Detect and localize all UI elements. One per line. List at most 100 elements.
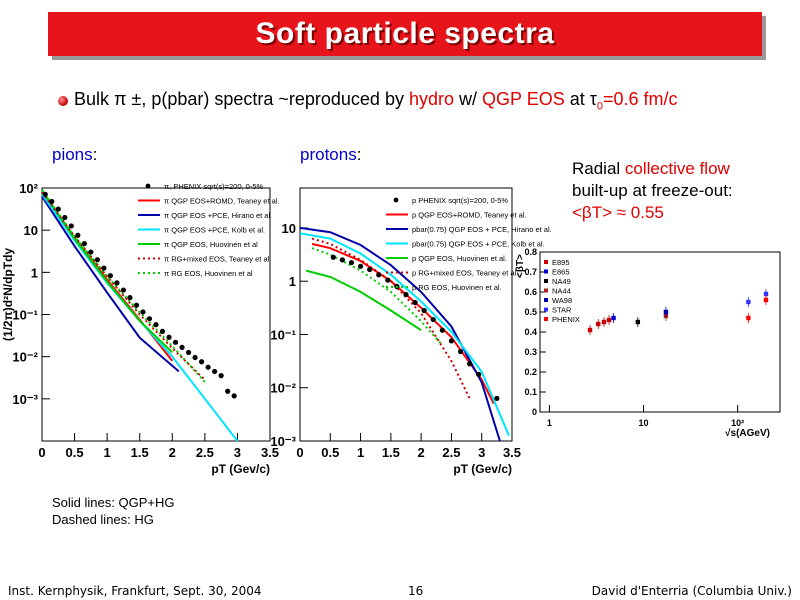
- radial-flow-data-point: [635, 319, 641, 325]
- radial-flow-y-tick-label: 0.5: [524, 307, 537, 317]
- protons-x-axis-label: pT (Gev/c): [453, 462, 512, 476]
- pions-data-point: [120, 287, 127, 293]
- protons-label: protons:: [300, 145, 362, 164]
- pions-data-point: [75, 232, 81, 238]
- protons-data-point: [348, 259, 355, 266]
- pions-x-tick-label: 3.5: [261, 445, 279, 460]
- radial-flow-data-point: [606, 317, 612, 323]
- protons-data-point: [476, 371, 482, 378]
- pions-data-point: [159, 328, 166, 334]
- protons-data-point: [412, 299, 418, 306]
- radial-flow-data-point: [746, 315, 751, 321]
- protons-data-point: [430, 316, 436, 323]
- radial-flow-y-tick-label: 0.4: [524, 327, 537, 337]
- pions-legend-marker: [145, 183, 151, 189]
- pions-x-tick-label: 2.5: [196, 445, 214, 460]
- slide-title: Soft particle spectra: [255, 17, 555, 50]
- protons-data-point: [421, 307, 427, 314]
- pions-data-point: [153, 322, 159, 328]
- pions-legend-label: π QGP EOS, Huovinen et al: [164, 240, 258, 249]
- headline-sub: 0: [596, 100, 603, 113]
- protons-data-point: [339, 257, 345, 263]
- pions-legend-label: π QGP EOS +PCE, Hirano et al: [164, 211, 270, 220]
- protons-legend-label: p PHENIX sqrt(s)=200, 0-5%: [412, 196, 508, 205]
- pions-data-point: [62, 214, 68, 221]
- protons-data-point: [457, 348, 464, 355]
- protons-data-point: [467, 361, 473, 367]
- footer-author: David d'Enterria (Columbia Univ.): [591, 584, 792, 598]
- radial-flow-data-point: [596, 321, 601, 327]
- radial-flow-legend-label: STAR: [552, 306, 572, 315]
- protons-x-tick-label: 1: [357, 445, 364, 460]
- pions-legend-label: π QGP EOS+ROMD, Teaney et al.: [164, 197, 280, 206]
- radial-flow-legend-marker: [544, 298, 548, 302]
- pions-data-point: [212, 368, 218, 375]
- protons-legend-marker: [393, 197, 399, 203]
- radial-flow-legend-marker: [544, 307, 548, 312]
- bullet-icon: [58, 96, 68, 106]
- protons-legend-label: pbar(0.75) QGP EOS + PCE, Kolb et al.: [412, 240, 545, 249]
- headline: Bulk π ±, p(pbar) spectra ~reproduced by…: [74, 89, 678, 113]
- pions-x-tick-label: 3: [234, 445, 241, 460]
- pions-data-point: [179, 344, 185, 350]
- headline-part3: at τ: [564, 89, 597, 109]
- pions-data-point: [81, 241, 87, 247]
- protons-legend-label: p RG+mixed EOS, Teaney et al.: [412, 269, 518, 278]
- radial-flow-x-tick-label: 10: [639, 418, 649, 428]
- protons-legend-label: p QGP EOS, Huovinen et al.: [412, 254, 507, 263]
- protons-data-point: [439, 327, 445, 333]
- radial-flow-data-point: [663, 309, 669, 315]
- protons-legend-label: p RG EOS, Huovinen et al.: [412, 283, 502, 292]
- radial-flow-x-tick-label: 10²: [731, 418, 744, 428]
- pions-legend-label: π RG EOS, Huovinen et al: [164, 269, 253, 278]
- pions-curve: [41, 191, 206, 381]
- pions-data-point: [146, 316, 153, 322]
- protons-data-point: [448, 338, 455, 344]
- pions-y-tick-label: 10²: [19, 181, 38, 196]
- radial-flow-legend-label: E865: [552, 268, 570, 277]
- pions-data-point: [192, 354, 198, 361]
- protons-legend-label: pbar(0.75) QGP EOS + PCE, Hirano et al.: [412, 225, 552, 234]
- radial-flow-legend-marker: [544, 269, 548, 274]
- note-dashed: Dashed lines: HG: [52, 512, 154, 527]
- radial-flow-legend-marker: [544, 288, 548, 293]
- protons-legend: p PHENIX sqrt(s)=200, 0-5% p QGP EOS+ROMD…: [386, 196, 552, 292]
- protons-y-tick-label: 1: [289, 274, 296, 289]
- pions-data-point: [225, 388, 231, 394]
- radial-flow-y-tick-label: 0.7: [524, 267, 537, 277]
- note-solid: Solid lines: QGP+HG: [52, 495, 175, 510]
- protons-x-tick-label: 3.5: [503, 445, 521, 460]
- pions-label: pions:: [52, 145, 98, 164]
- headline-part4: =0.6 fm/c: [602, 89, 678, 109]
- pions-data-point: [205, 364, 211, 370]
- pions-x-tick-label: 1: [104, 445, 111, 460]
- pions-data-point: [114, 280, 120, 286]
- protons-data-point: [385, 277, 391, 283]
- pions-y-tick-label: 10⁻³: [12, 392, 38, 407]
- pions-legend-label: π, PHENIX sqrt(s)=200, 0-5%: [164, 182, 263, 191]
- protons-data-point: [403, 291, 409, 298]
- protons-data-point: [330, 254, 336, 260]
- radial-flow-y-tick-label: 0.6: [524, 287, 537, 297]
- pions-curve: [41, 189, 173, 354]
- radial-flow-data-point: [763, 297, 769, 303]
- pions-legend: π, PHENIX sqrt(s)=200, 0-5% π QGP EOS+ROM…: [138, 182, 280, 278]
- radial-flow-chart: 0 0.1 0.2 0.3 0.4 0.5 0.6 0.7 0.8 1 10 10²√s(AGeV) <…: [515, 247, 781, 439]
- radial-flow-legend-label: NA49: [552, 277, 571, 286]
- pions-chart: 0 0.5 1 1.5 2 2.5 3 3.5 10² 10 1 10⁻¹ 10⁻² 10⁻³ π, PHE…: [1, 181, 280, 476]
- pions-data-point: [140, 309, 146, 315]
- pions-x-tick-label: 0.5: [66, 445, 84, 460]
- slide-title-bar: Soft particle spectra: [48, 12, 762, 56]
- pions-y-tick-label: 10⁻²: [12, 350, 38, 365]
- radial-flow-x-axis-label: √s(AGeV): [725, 428, 770, 439]
- protons-curve: [305, 269, 422, 332]
- pions-data-point: [185, 349, 192, 356]
- radial-flow-y-axis-label: <βT>: [515, 254, 526, 278]
- protons-curve: [311, 237, 471, 399]
- pions-data-point: [199, 359, 205, 365]
- pions-x-tick-label: 1.5: [131, 445, 149, 460]
- pions-data-point: [231, 393, 237, 399]
